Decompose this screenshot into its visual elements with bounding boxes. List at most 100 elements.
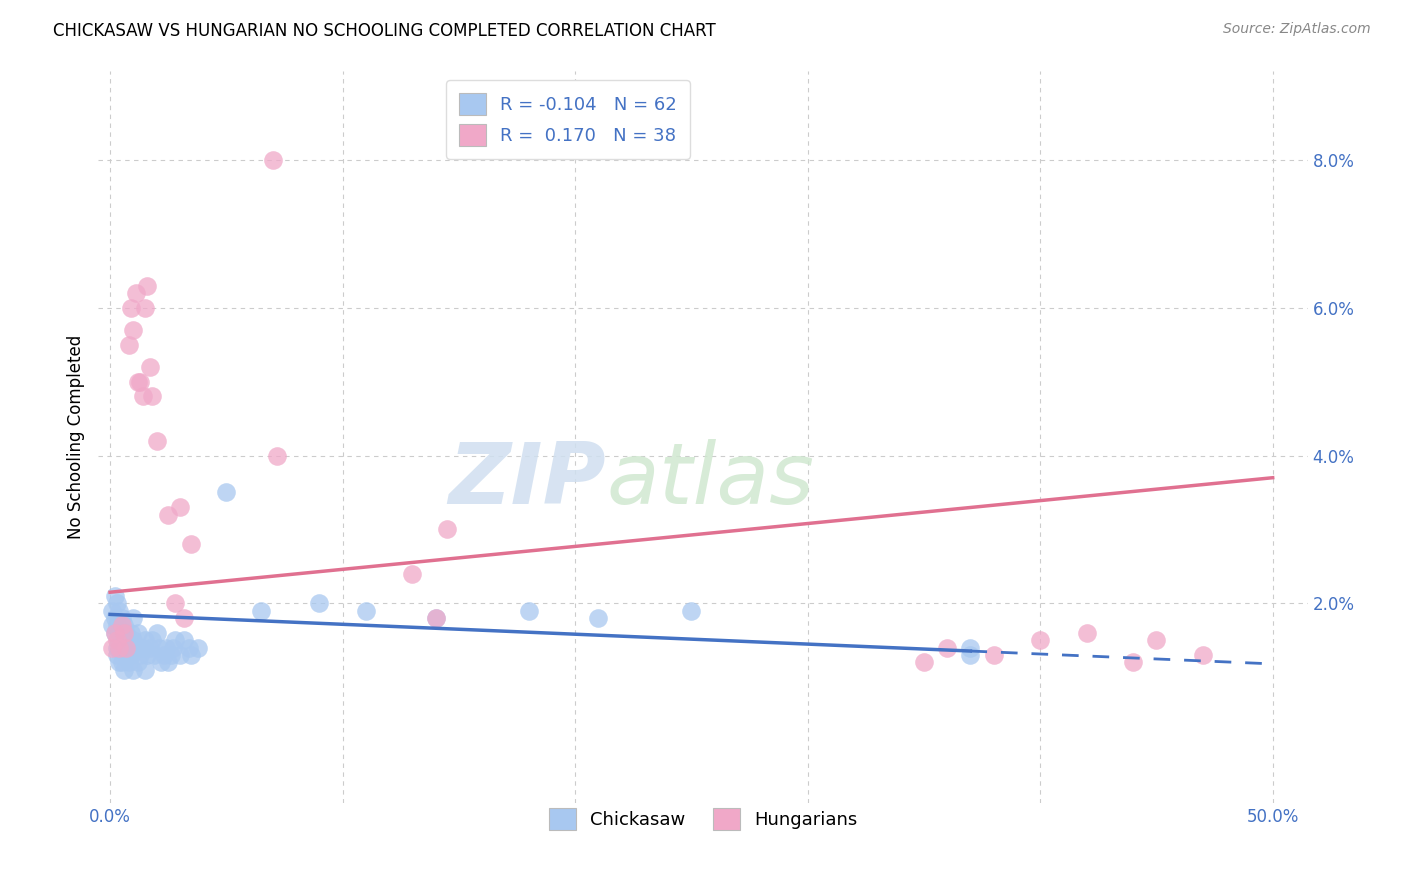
Point — [108, 625, 131, 640]
Point — [129, 375, 152, 389]
Point — [588, 611, 610, 625]
Point — [1122, 656, 1144, 670]
Point — [141, 633, 163, 648]
Point — [122, 323, 145, 337]
Point — [262, 153, 284, 167]
Point — [138, 359, 160, 374]
Text: ZIP: ZIP — [449, 440, 606, 523]
Point — [134, 301, 156, 315]
Point — [1192, 648, 1215, 662]
Point — [143, 648, 166, 662]
Point — [108, 656, 131, 670]
Y-axis label: No Schooling Completed: No Schooling Completed — [66, 335, 84, 539]
Point — [120, 625, 142, 640]
Point — [1076, 625, 1098, 640]
Point — [134, 663, 156, 677]
Point — [179, 640, 201, 655]
Point — [104, 625, 127, 640]
Point — [127, 625, 149, 640]
Point — [134, 633, 156, 648]
Point — [187, 640, 209, 655]
Point — [118, 656, 141, 670]
Point — [111, 656, 134, 670]
Legend: Chickasaw, Hungarians: Chickasaw, Hungarians — [541, 801, 865, 838]
Point — [354, 604, 377, 618]
Point — [517, 604, 540, 618]
Point — [101, 640, 124, 655]
Point — [425, 611, 447, 625]
Point — [115, 640, 138, 655]
Point — [136, 648, 159, 662]
Point — [169, 648, 191, 662]
Point — [105, 596, 128, 610]
Point — [157, 508, 180, 522]
Point — [401, 566, 423, 581]
Point — [131, 389, 153, 403]
Point — [215, 485, 238, 500]
Point — [138, 640, 160, 655]
Point — [105, 618, 128, 632]
Point — [104, 589, 127, 603]
Point — [108, 604, 131, 618]
Point — [101, 604, 124, 618]
Point — [131, 640, 153, 655]
Point — [155, 640, 177, 655]
Text: atlas: atlas — [606, 440, 814, 523]
Point — [111, 611, 134, 625]
Point — [112, 640, 135, 655]
Point — [127, 375, 149, 389]
Point — [180, 537, 202, 551]
Point — [148, 640, 170, 655]
Point — [122, 663, 145, 677]
Point — [983, 648, 1005, 662]
Point — [165, 596, 187, 610]
Point — [266, 449, 288, 463]
Point — [180, 648, 202, 662]
Point — [118, 337, 141, 351]
Point — [162, 640, 184, 655]
Point — [118, 633, 141, 648]
Point — [150, 656, 173, 670]
Point — [108, 640, 131, 655]
Point — [936, 640, 959, 655]
Point — [157, 656, 180, 670]
Point — [169, 500, 191, 515]
Point — [165, 633, 187, 648]
Point — [159, 648, 181, 662]
Point — [145, 625, 167, 640]
Point — [1029, 633, 1052, 648]
Text: Source: ZipAtlas.com: Source: ZipAtlas.com — [1223, 22, 1371, 37]
Point — [122, 611, 145, 625]
Point — [112, 663, 135, 677]
Point — [173, 633, 195, 648]
Point — [425, 611, 447, 625]
Point — [124, 640, 146, 655]
Point — [105, 648, 128, 662]
Point — [152, 648, 174, 662]
Point — [120, 648, 142, 662]
Point — [115, 648, 138, 662]
Point — [129, 648, 152, 662]
Point — [111, 633, 134, 648]
Point — [141, 389, 163, 403]
Point — [120, 301, 142, 315]
Point — [436, 523, 458, 537]
Point — [111, 618, 134, 632]
Point — [136, 278, 159, 293]
Point — [912, 656, 935, 670]
Point — [104, 625, 127, 640]
Point — [105, 640, 128, 655]
Point — [173, 611, 195, 625]
Point — [122, 633, 145, 648]
Text: CHICKASAW VS HUNGARIAN NO SCHOOLING COMPLETED CORRELATION CHART: CHICKASAW VS HUNGARIAN NO SCHOOLING COMP… — [53, 22, 716, 40]
Point — [115, 625, 138, 640]
Point — [105, 633, 128, 648]
Point — [101, 618, 124, 632]
Point — [959, 648, 981, 662]
Point — [145, 434, 167, 448]
Point — [104, 611, 127, 625]
Point — [112, 618, 135, 632]
Point — [127, 656, 149, 670]
Point — [1144, 633, 1167, 648]
Point — [308, 596, 330, 610]
